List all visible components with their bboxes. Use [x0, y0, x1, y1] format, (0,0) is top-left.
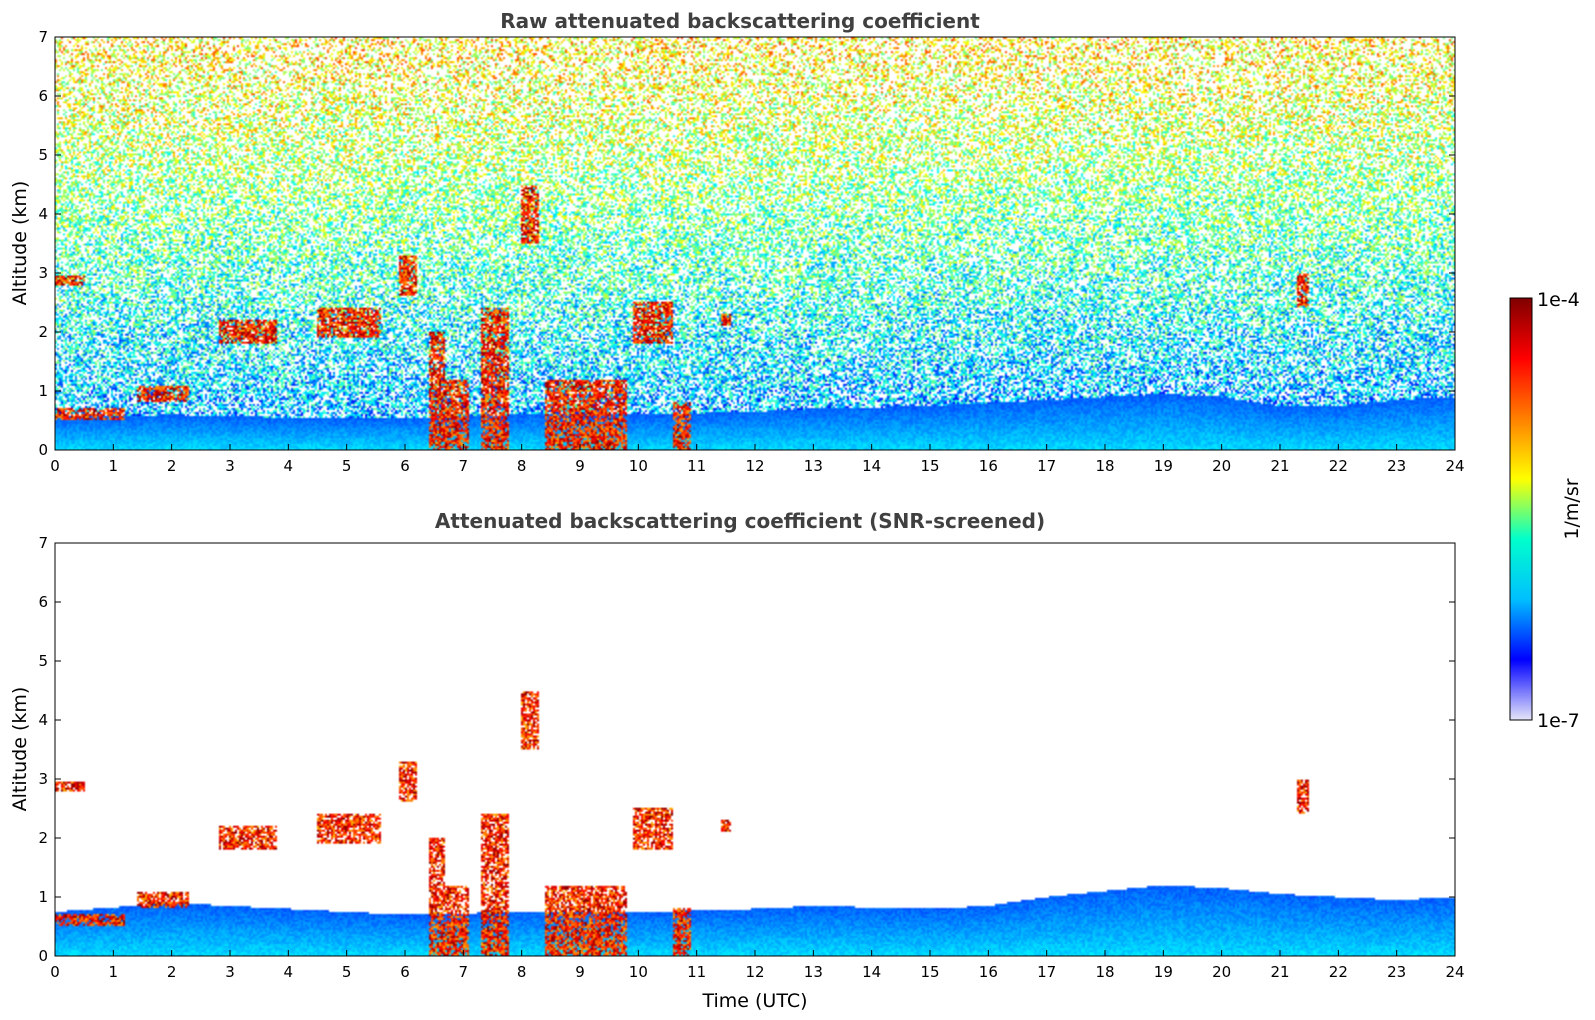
colorbar-label: 1/m/sr [1561, 478, 1583, 539]
panel-raw: Raw attenuated backscattering coefficien… [9, 9, 1465, 475]
y-tick-label: 4 [38, 711, 48, 729]
x-tick-label: 8 [517, 457, 527, 475]
x-tick-label: 16 [979, 457, 998, 475]
x-tick-label: 19 [1154, 457, 1173, 475]
x-tick-label: 3 [225, 457, 235, 475]
x-tick-label: 17 [1037, 457, 1056, 475]
panel-raw-ylabel: Altitude (km) [9, 181, 31, 306]
panel-screened-xlabel: Time (UTC) [701, 990, 807, 1012]
x-tick-label: 24 [1445, 457, 1464, 475]
panel-raw-title: Raw attenuated backscattering coefficien… [500, 9, 980, 33]
panel-screened-y-ticks: 0 1 2 3 4 5 6 7 [38, 534, 1455, 965]
x-tick-label: 19 [1154, 963, 1173, 981]
y-tick-label: 1 [38, 382, 48, 400]
x-tick-label: 18 [1095, 963, 1114, 981]
x-tick-label: 15 [920, 457, 939, 475]
x-tick-label: 12 [745, 963, 764, 981]
panel-screened-heatmap [55, 543, 1455, 956]
colorbar: 1e-4 1e-7 1/m/sr [1509, 289, 1583, 732]
colorbar-min-label: 1e-7 [1537, 710, 1580, 732]
x-tick-label: 23 [1387, 457, 1406, 475]
x-tick-label: 22 [1329, 457, 1348, 475]
x-tick-label: 13 [804, 457, 823, 475]
y-tick-label: 6 [38, 87, 48, 105]
y-tick-label: 0 [38, 441, 48, 459]
x-tick-label: 17 [1037, 963, 1056, 981]
y-tick-label: 3 [38, 770, 48, 788]
x-tick-label: 0 [50, 457, 60, 475]
x-tick-label: 20 [1212, 963, 1231, 981]
x-tick-label: 9 [575, 457, 585, 475]
panel-raw-y-ticks: 0 1 2 3 4 5 6 7 [38, 28, 1455, 459]
x-tick-label: 4 [284, 457, 294, 475]
x-tick-label: 1 [109, 457, 119, 475]
x-tick-label: 1 [109, 963, 119, 981]
x-tick-label: 8 [517, 963, 527, 981]
x-tick-label: 9 [575, 963, 585, 981]
x-tick-label: 3 [225, 963, 235, 981]
y-tick-label: 2 [38, 829, 48, 847]
x-tick-label: 14 [862, 963, 881, 981]
y-tick-label: 5 [38, 146, 48, 164]
x-tick-label: 5 [342, 963, 352, 981]
x-tick-label: 11 [687, 457, 706, 475]
x-tick-label: 7 [459, 963, 469, 981]
x-tick-label: 0 [50, 963, 60, 981]
panel-raw-x-ticks: 0 1 2 3 4 5 6 7 8 9 10 11 12 13 14 15 16 17 18 19 20 21 22 23 24 [50, 444, 1465, 475]
x-tick-label: 2 [167, 457, 177, 475]
y-tick-label: 3 [38, 264, 48, 282]
colorbar-gradient [1509, 297, 1533, 721]
x-tick-label: 6 [400, 963, 410, 981]
x-tick-label: 18 [1095, 457, 1114, 475]
x-tick-label: 4 [284, 963, 294, 981]
y-tick-label: 5 [38, 652, 48, 670]
panel-screened: Attenuated backscattering coefficient (S… [9, 509, 1465, 1012]
x-tick-label: 22 [1329, 963, 1348, 981]
panel-screened-title: Attenuated backscattering coefficient (S… [435, 509, 1045, 533]
x-tick-label: 21 [1270, 457, 1289, 475]
x-tick-label: 23 [1387, 963, 1406, 981]
x-tick-label: 6 [400, 457, 410, 475]
x-tick-label: 15 [920, 963, 939, 981]
panel-raw-heatmap [55, 37, 1455, 450]
x-tick-label: 5 [342, 457, 352, 475]
x-tick-label: 20 [1212, 457, 1231, 475]
y-tick-label: 7 [38, 28, 48, 46]
x-tick-label: 13 [804, 963, 823, 981]
panel-screened-x-ticks: 0 1 2 3 4 5 6 7 8 9 10 11 12 13 14 15 16 17 18 19 20 21 22 23 24 [50, 950, 1465, 981]
y-tick-label: 1 [38, 888, 48, 906]
x-tick-label: 21 [1270, 963, 1289, 981]
y-tick-label: 7 [38, 534, 48, 552]
y-tick-label: 4 [38, 205, 48, 223]
x-tick-label: 10 [629, 457, 648, 475]
x-tick-label: 2 [167, 963, 177, 981]
x-tick-label: 14 [862, 457, 881, 475]
y-tick-label: 0 [38, 947, 48, 965]
x-tick-label: 7 [459, 457, 469, 475]
panel-screened-ylabel: Altitude (km) [9, 687, 31, 812]
x-tick-label: 10 [629, 963, 648, 981]
colorbar-max-label: 1e-4 [1537, 289, 1580, 311]
y-tick-label: 2 [38, 323, 48, 341]
x-tick-label: 12 [745, 457, 764, 475]
x-tick-label: 16 [979, 963, 998, 981]
x-tick-label: 11 [687, 963, 706, 981]
x-tick-label: 24 [1445, 963, 1464, 981]
y-tick-label: 6 [38, 593, 48, 611]
